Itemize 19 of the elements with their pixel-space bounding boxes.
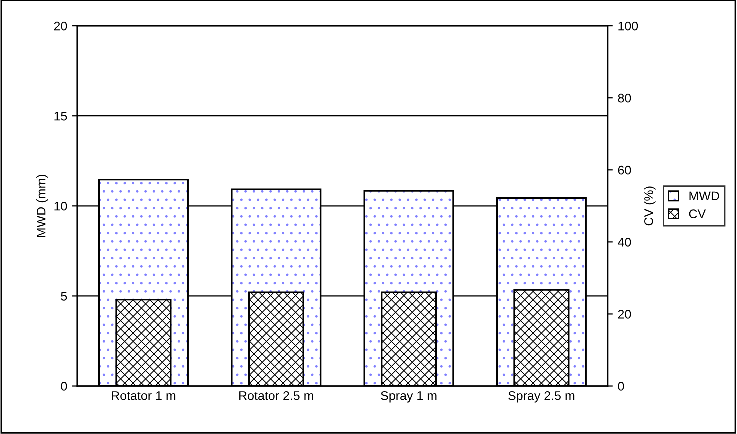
y2-axis-title: CV (%) <box>644 186 656 226</box>
y2-tick-label: 40 <box>618 238 632 247</box>
x-tick-label: Spray 2.5 m <box>508 391 575 403</box>
x-tick-label: Rotator 2.5 m <box>240 391 314 400</box>
y-axis-title: MWD (mm) <box>36 174 48 238</box>
y-tick-label: 20 <box>54 22 68 31</box>
y-tick-label: 15 <box>54 112 68 121</box>
y-tick-label: 0 <box>61 382 68 391</box>
y-tick-label: 5 <box>61 292 68 301</box>
y2-tick-label: 60 <box>618 166 632 175</box>
legend-label: MWD <box>690 192 720 200</box>
legend-label: CV <box>689 210 706 219</box>
y-tick-label: 10 <box>54 202 68 211</box>
y2-tick-label: 20 <box>618 310 632 319</box>
x-tick-label: Spray 1 m <box>381 391 437 403</box>
x-tick-label: Rotator 1 m <box>112 392 176 400</box>
y2-tick-label: 100 <box>618 22 638 31</box>
y2-tick-label: 0 <box>618 382 624 391</box>
y2-tick-label: 80 <box>618 94 632 103</box>
